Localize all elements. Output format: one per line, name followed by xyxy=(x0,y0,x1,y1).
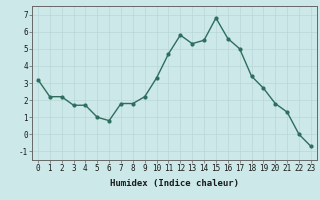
X-axis label: Humidex (Indice chaleur): Humidex (Indice chaleur) xyxy=(110,179,239,188)
